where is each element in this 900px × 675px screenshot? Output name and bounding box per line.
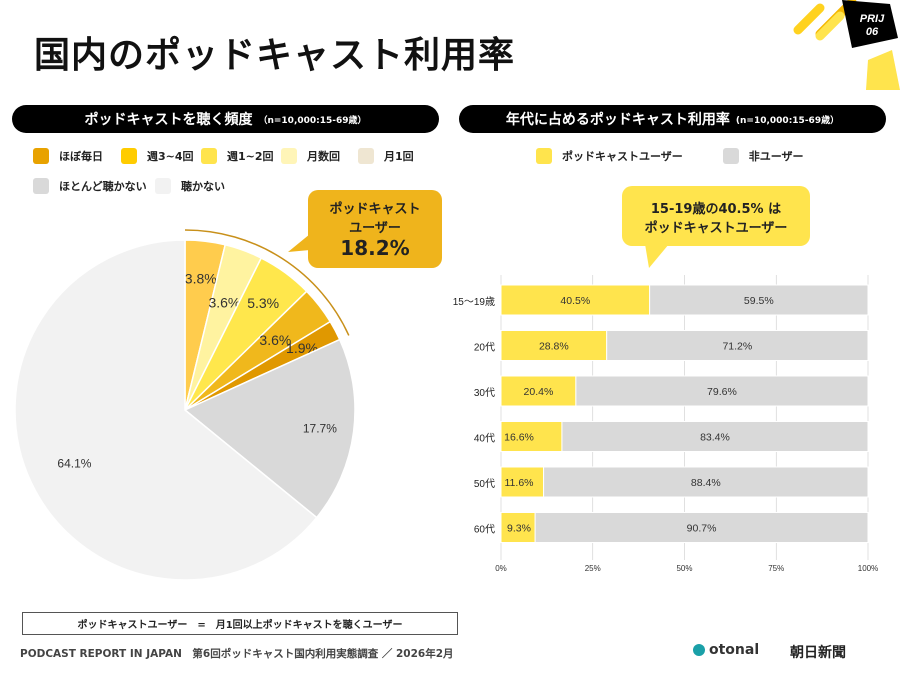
bar-value-label: 9.3%	[507, 523, 531, 535]
category-label: 15〜19歳	[453, 296, 495, 308]
bar-value-label: 71.2%	[722, 341, 752, 353]
bar-value-label: 59.5%	[744, 295, 774, 307]
legend-label: 週1~2回	[227, 150, 274, 163]
bar-segment	[500, 512, 536, 543]
bar-legend: ポッドキャストユーザー 非ユーザー	[536, 148, 804, 164]
source-footer: PODCAST REPORT IN JAPAN 第6回ポッドキャスト国内利用実態…	[20, 648, 454, 660]
bar-value-label: 88.4%	[691, 477, 721, 489]
legend-swatch	[201, 148, 217, 164]
legend-label: 週3~4回	[147, 150, 194, 163]
legend-swatch	[536, 148, 552, 164]
bar-segment	[500, 330, 608, 361]
legend-swatch	[155, 178, 171, 194]
pie-label: 5.3%	[247, 295, 279, 311]
legend-label: ほぼ毎日	[59, 150, 103, 163]
x-tick-label: 50%	[676, 564, 692, 573]
bar-value-label: 79.6%	[707, 386, 737, 398]
pie-slice	[183, 338, 356, 519]
legend-swatch	[358, 148, 374, 164]
pie-slice	[14, 239, 318, 581]
x-tick-label: 100%	[858, 564, 878, 573]
otonal-icon	[693, 644, 705, 656]
legend-item: 週3~4回	[121, 148, 194, 164]
left-section-heading: ポッドキャストを聴く頻度 （n=10,000:15-69歳）	[12, 105, 439, 133]
teen-callout: 15-19歳の40.5% はポッドキャストユーザー	[622, 186, 810, 246]
category-label: 60代	[474, 524, 495, 536]
legend-item: 週1~2回	[201, 148, 274, 164]
bar-value-label: 11.6%	[505, 477, 534, 489]
legend-swatch	[281, 148, 297, 164]
legend-swatch	[33, 148, 49, 164]
otonal-logo: otonal	[693, 642, 759, 658]
asahi-logo: 朝日新聞	[790, 645, 846, 661]
legend-label: 月1回	[384, 150, 414, 163]
legend-item: ほぼ毎日	[33, 148, 103, 164]
legend-label: ほとんど聴かない	[59, 180, 147, 193]
category-label: 20代	[474, 342, 495, 354]
bar-segment	[575, 375, 869, 407]
bar-value-label: 83.4%	[700, 432, 730, 444]
category-label: 50代	[474, 478, 495, 490]
legend-item: 非ユーザー	[722, 148, 804, 164]
pie-label: 1.9%	[286, 340, 318, 356]
legend-item: 聴かない	[155, 178, 225, 194]
right-section-heading: 年代に占めるポッドキャスト利用率 (n=10,000:15-69歳）	[459, 105, 886, 133]
x-tick-label: 75%	[768, 564, 784, 573]
page-title: 国内のポッドキャスト利用率	[34, 35, 516, 76]
callout-pointer	[288, 234, 310, 252]
bar-segment	[606, 330, 869, 361]
legend-item: ポッドキャストユーザー	[536, 148, 683, 164]
definition-box: ポッドキャストユーザー = 月1回以上ポッドキャストを聴くユーザー	[22, 612, 458, 635]
badge-text: PRIJ	[860, 13, 885, 25]
bar-chart: 0% 25% 50% 75% 100% 15〜19歳 40.5% 59.5% 20代 28.8% 7…	[453, 275, 878, 573]
category-label: 30代	[474, 387, 495, 399]
badge-number: 06	[866, 26, 879, 38]
bar-segment	[500, 375, 577, 407]
x-tick-label: 25%	[585, 564, 601, 573]
legend-label: 非ユーザー	[748, 150, 804, 163]
pie-label: 17.7%	[303, 421, 337, 435]
category-label: 40代	[474, 433, 495, 445]
pie-chart: 3.8%3.6% 5.3%3.6%1.9%17.7%64.1%	[14, 229, 356, 581]
bar-segment	[561, 421, 869, 452]
bar-value-label: 40.5%	[560, 295, 590, 307]
legend-label: 聴かない	[181, 180, 225, 193]
bar-value-label: 20.4%	[524, 386, 554, 398]
legend-swatch	[33, 178, 49, 194]
callout-pointer	[645, 244, 669, 268]
legend-swatch	[722, 148, 739, 164]
x-tick-label: 0%	[495, 564, 507, 573]
bar-value-label: 90.7%	[687, 523, 717, 535]
bar-value-label: 28.8%	[539, 341, 569, 353]
bar-segment	[534, 512, 869, 543]
bar-segment	[649, 284, 869, 316]
pie-label: 3.6%	[208, 295, 240, 311]
user-share-arc	[184, 229, 350, 336]
bar-value-label: 16.6%	[504, 432, 534, 444]
bar-segment	[500, 421, 563, 452]
legend-item: ほとんど聴かない	[33, 178, 147, 194]
pie-label: 3.8%	[185, 271, 217, 287]
legend-swatch	[121, 148, 137, 164]
legend-label: ポッドキャストユーザー	[562, 150, 683, 163]
user-share-callout: ポッドキャスト ユーザー 18.2%	[308, 190, 442, 268]
legend-item: 月数回	[281, 148, 340, 164]
legend-item: 月1回	[358, 148, 414, 164]
decorative-graphic: PRIJ 06	[793, 0, 900, 90]
bar-segment	[543, 466, 869, 498]
bar-segment	[500, 466, 545, 498]
pie-label: 64.1%	[57, 456, 91, 470]
pie-label: 3.6%	[259, 332, 291, 348]
legend-label: 月数回	[307, 150, 340, 163]
